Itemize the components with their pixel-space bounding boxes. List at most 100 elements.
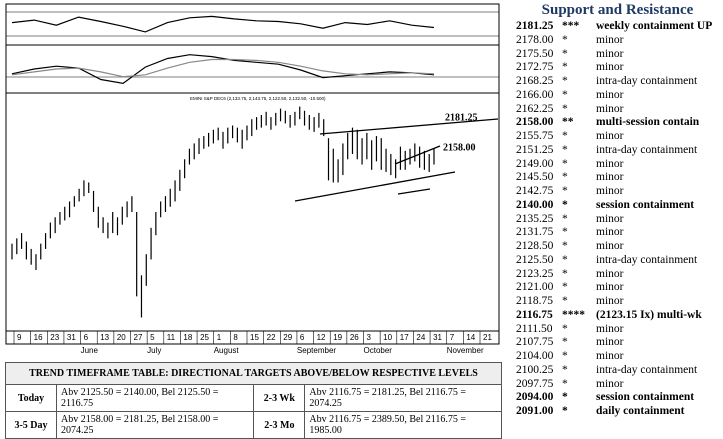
level-stars: *	[562, 267, 568, 280]
table-title: TREND TIMEFRAME TABLE: DIRECTIONAL TARGE…	[5, 362, 502, 385]
level-level: 2094.00	[516, 391, 554, 404]
table-cell: Abv 2158.00 = 2181.25, Bel 2158.00 = 207…	[55, 411, 255, 439]
x-tick-label: 12	[317, 333, 326, 342]
x-tick-label: 20	[117, 333, 126, 342]
chart-frame	[5, 3, 500, 345]
level-row: 2128.50 * minor	[512, 240, 723, 254]
level-stars: *	[562, 61, 568, 74]
trend-line	[294, 171, 456, 202]
level-label: minor	[596, 130, 624, 142]
table-cell: 2-3 Mo	[253, 411, 306, 439]
level-level: 2162.25	[516, 102, 554, 115]
level-row: 2125.50 * intra-day containment	[512, 254, 723, 268]
level-level: 2111.50	[516, 322, 553, 335]
level-row: 2166.00 * minor	[512, 89, 723, 103]
page: EMINI S&P DEC6 (2,133.75, 2,143.75, 2,12…	[5, 0, 723, 439]
level-stars: *	[562, 336, 568, 349]
x-tick-label: 21	[483, 333, 492, 342]
level-row: 2118.75 * minor	[512, 295, 723, 309]
level-stars: *	[562, 350, 568, 362]
level-level: 2135.25	[516, 212, 554, 225]
x-tick-label: 26	[350, 333, 359, 342]
level-row: 2172.75 * minor	[512, 61, 723, 75]
trend-table: TREND TIMEFRAME TABLE: DIRECTIONAL TARGE…	[5, 362, 502, 439]
level-label: minor	[596, 295, 624, 307]
level-stars: *	[562, 198, 568, 211]
table-cell: Abv 2116.75 = 2181.25, Bel 2116.75 = 207…	[304, 384, 502, 412]
level-row: 2149.00 * minor	[512, 158, 723, 172]
level-level: 2123.25	[516, 267, 554, 280]
level-stars: *	[562, 240, 568, 252]
level-row: 2121.00 * minor	[512, 281, 723, 295]
level-stars: ***	[562, 20, 580, 32]
level-stars: *	[562, 130, 568, 142]
x-tick-label: 24	[416, 333, 425, 342]
level-row: 2162.25 * minor	[512, 103, 723, 117]
x-tick-label: 5	[150, 333, 155, 342]
level-row: 2104.00 * minor	[512, 350, 723, 364]
level-level: 2118.75	[516, 295, 553, 307]
level-level: 2178.00	[516, 33, 554, 46]
x-tick-label: 29	[283, 333, 292, 342]
level-stars: *	[562, 295, 568, 307]
level-label: minor	[596, 281, 624, 294]
level-stars: *	[562, 391, 568, 404]
level-row: 2116.75 **** (2123.15 Ix) multi-wk	[512, 309, 723, 323]
annotation: 2158.00	[443, 142, 476, 153]
x-tick-label: 6	[300, 333, 305, 342]
level-level: 2107.75	[516, 336, 554, 349]
level-row: 2178.00 * minor	[512, 34, 723, 48]
level-level: 2166.00	[516, 88, 554, 101]
table-cell: Abv 2125.50 = 2140.00, Bel 2125.50 = 211…	[55, 384, 255, 412]
x-tick-label: 27	[134, 333, 143, 342]
level-level: 2091.00	[516, 405, 554, 417]
level-label: minor	[596, 336, 624, 349]
level-level: 2151.25	[516, 143, 554, 156]
x-tick-label: 23	[50, 333, 59, 342]
level-stars: *	[562, 171, 568, 184]
level-label: daily containment	[596, 405, 685, 417]
month-label: October	[364, 346, 393, 355]
level-label: minor	[596, 185, 624, 197]
level-level: 2158.00	[516, 116, 554, 129]
level-row: 2145.50 * minor	[512, 171, 723, 185]
x-tick-label: 13	[100, 333, 109, 342]
level-level: 2181.25	[516, 20, 554, 32]
panel-title: Support and Resistance	[541, 2, 694, 18]
level-level: 2128.50	[516, 240, 554, 252]
trend-line	[394, 145, 441, 165]
support-resistance: Support and Resistance 2181.25 *** weekly …	[512, 0, 723, 430]
level-stars: *	[562, 143, 568, 156]
level-label: minor	[596, 33, 624, 46]
x-tick-label: 6	[84, 333, 89, 342]
level-stars: *	[562, 363, 568, 376]
x-tick-label: 11	[167, 333, 176, 342]
level-stars: *	[562, 157, 568, 170]
x-tick-label: 1	[217, 333, 222, 342]
x-tick-label: 31	[433, 333, 442, 342]
level-level: 2172.75	[516, 61, 554, 74]
level-row: 2107.75 * minor	[512, 336, 723, 350]
x-tick-label: 19	[333, 333, 342, 342]
level-level: 2125.50	[516, 253, 554, 266]
level-level: 2140.00	[516, 198, 554, 211]
x-tick-label: 31	[67, 333, 76, 342]
indicator-line	[11, 58, 435, 78]
x-tick-label: 22	[267, 333, 276, 342]
level-label: minor	[596, 157, 624, 170]
level-label: minor	[596, 267, 624, 280]
chart-title: EMINI S&P DEC6 (2,133.75, 2,143.75, 2,12…	[190, 96, 326, 101]
level-row: 2091.00 * daily containment	[512, 405, 723, 419]
level-level: 2121.00	[516, 281, 554, 294]
level-stars: *	[562, 281, 568, 294]
level-label: session containment	[596, 198, 695, 211]
table-cell: Abv 2116.75 = 2389.50, Bel 2116.75 = 198…	[304, 411, 502, 439]
level-label: minor	[596, 212, 624, 225]
level-level: 2097.75	[516, 377, 554, 390]
trend-line	[319, 118, 499, 135]
x-tick-label: 25	[200, 333, 209, 342]
month-label: August	[214, 346, 240, 355]
month-label: September	[297, 346, 336, 355]
level-stars: *	[562, 47, 568, 60]
x-tick-label: 15	[250, 333, 259, 342]
